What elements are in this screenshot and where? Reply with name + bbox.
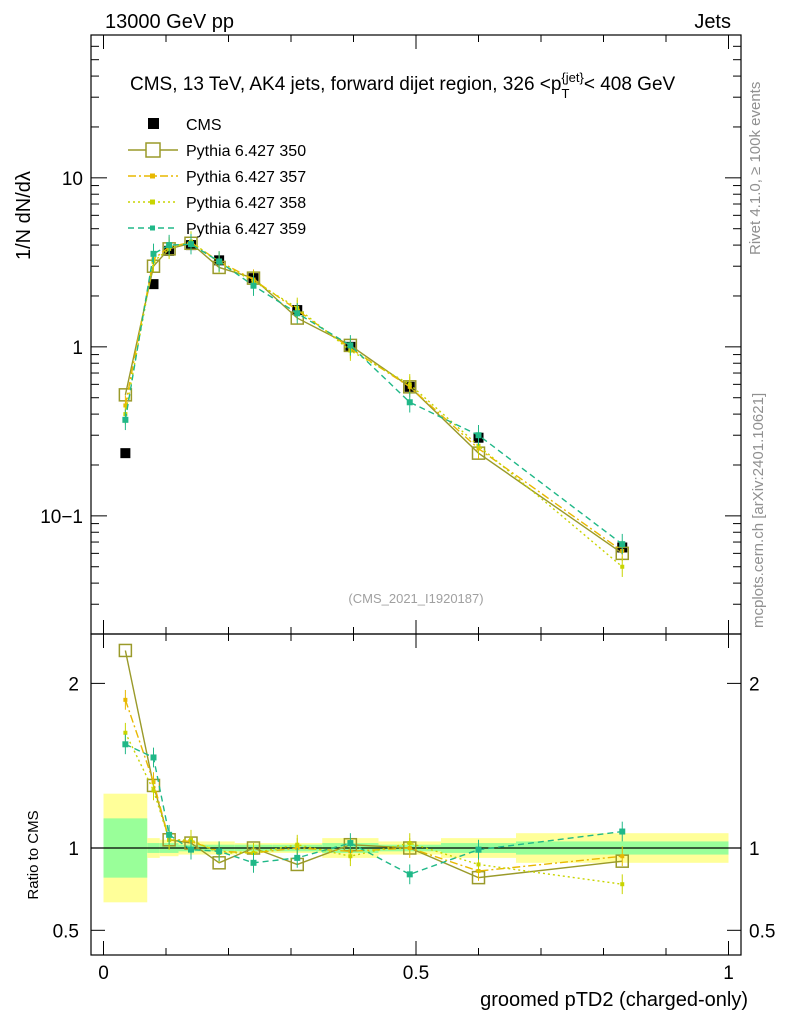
- plot-title-sup: {jet}: [561, 70, 584, 85]
- ratio-y-tick-label-right: 1: [749, 839, 760, 860]
- mcplots-label: mcplots.cern.ch [arXiv:2401.10621]: [750, 393, 767, 628]
- legend-entry: Pythia 6.427 357: [128, 169, 306, 186]
- y-tick-label: 10−1: [40, 507, 83, 528]
- series-0: [120, 240, 628, 553]
- rivet-label: Rivet 4.1.0, ≥ 100k events: [747, 82, 764, 255]
- ratio-series-line: [124, 732, 623, 885]
- ratio-y-tick-label: 0.5: [53, 921, 79, 942]
- series-line: [124, 241, 623, 552]
- ratio-y-tick-label-right: 2: [749, 674, 760, 695]
- y-axis-label-ratio: Ratio to CMS: [25, 810, 42, 899]
- series-3: [123, 231, 625, 577]
- cms-data-point: [148, 279, 159, 290]
- y-tick-label: 1: [72, 338, 83, 359]
- ratio-frame: [90, 633, 742, 956]
- legend-label: Pythia 6.427 350: [186, 143, 306, 160]
- legend-entry: Pythia 6.427 359: [128, 221, 306, 238]
- legend-entry: Pythia 6.427 358: [128, 195, 306, 212]
- ratio-panel: 0 0.5 1 0.5 0.5 1 1 2 2: [53, 633, 775, 984]
- legend-entry: Pythia 6.427 350: [128, 142, 306, 160]
- ratio-y-tick-label-right: 0.5: [749, 921, 775, 942]
- plot-title-end: < 408 GeV: [584, 74, 676, 95]
- x-tick-label: 1: [723, 963, 734, 984]
- legend-label: Pythia 6.427 359: [186, 221, 306, 238]
- ratio-y-tick-label: 2: [68, 674, 79, 695]
- main-panel: 10−1 1 10: [40, 34, 742, 955]
- legend-label: Pythia 6.427 358: [186, 195, 306, 212]
- legend-marker: [145, 142, 161, 158]
- ratio-y-tick-label: 1: [68, 839, 79, 860]
- legend-marker: [150, 173, 155, 179]
- y-tick-label: 10: [62, 169, 83, 190]
- y-axis-label-main-text: 1/N dN/dλ: [13, 171, 35, 260]
- cms-data-point: [120, 448, 131, 459]
- series-line: [124, 243, 623, 545]
- x-tick-label: 0.5: [403, 963, 429, 984]
- ratio-series-4: [122, 734, 626, 885]
- legend-label: CMS: [186, 117, 222, 134]
- legend-marker: [150, 199, 155, 205]
- legend-label: Pythia 6.427 357: [186, 169, 306, 186]
- header-right: Jets: [694, 11, 731, 33]
- analysis-watermark: (CMS_2021_I1920187): [348, 591, 483, 606]
- x-tick-label: 0: [98, 963, 109, 984]
- legend: CMS Pythia 6.427 350 Pythia 6.427 357 Pythi…: [128, 117, 306, 238]
- series-2: [123, 232, 625, 562]
- series-line: [124, 240, 623, 568]
- series-4: [122, 233, 626, 555]
- header-left: 13000 GeV pp: [105, 11, 234, 33]
- ratio-point: [118, 643, 133, 658]
- series-1: [118, 236, 629, 561]
- plot-title-main: CMS, 13 TeV, AK4 jets, forward dijet reg…: [130, 74, 561, 95]
- plot-title: CMS, 13 TeV, AK4 jets, forward dijet reg…: [130, 70, 676, 101]
- legend-entry: CMS: [148, 117, 222, 134]
- x-axis-label: groomed pTD2 (charged-only): [480, 989, 748, 1011]
- y-axis-label-main: 1/N dN/dλ: [13, 171, 35, 260]
- series-line: [124, 242, 623, 554]
- legend-marker: [150, 225, 155, 231]
- plot-title-sub: T: [561, 86, 569, 101]
- ratio-series-3: [123, 722, 625, 895]
- legend-marker: [148, 118, 159, 129]
